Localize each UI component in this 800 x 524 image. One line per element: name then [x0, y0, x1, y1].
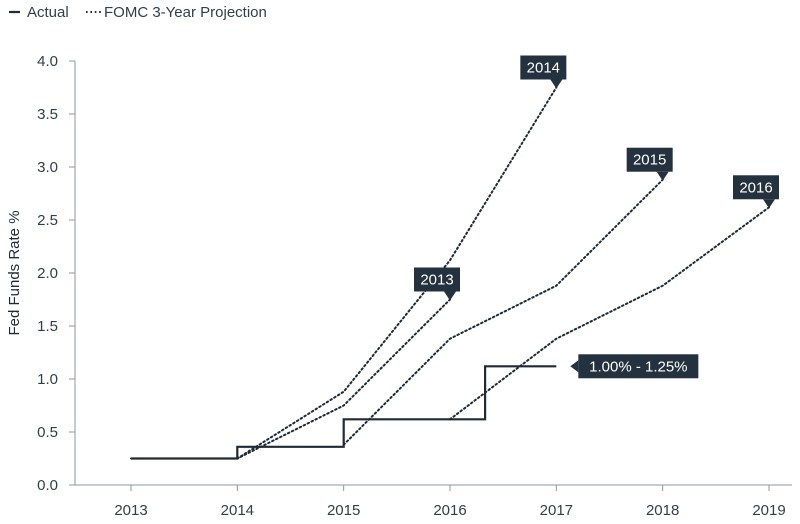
x-tick-label: 2016: [433, 502, 466, 519]
callout-label: 2014: [527, 60, 560, 77]
callout-box: [520, 55, 567, 80]
actual-annotation: 1.00% - 1.25%: [570, 354, 699, 379]
legend: Actual FOMC 3-Year Projection: [9, 4, 267, 21]
callout-2014: 2014: [520, 55, 567, 89]
y-tick-label: 1.0: [37, 371, 58, 388]
annotation-label: 1.00% - 1.25%: [589, 358, 687, 375]
x-tick-label: 2013: [114, 502, 147, 519]
y-axis-label: Fed Funds Rate %: [6, 210, 23, 335]
callout-pointer: [550, 79, 563, 89]
y-tick-label: 0.5: [37, 424, 58, 441]
annotation-box: [578, 354, 699, 379]
x-tick-label: 2017: [540, 502, 573, 519]
legend-actual-label: Actual: [27, 4, 69, 21]
callout-pointer: [444, 291, 456, 301]
y-tick-label: 4.0: [37, 53, 58, 70]
callout-label: 2013: [420, 272, 453, 289]
projection-line-2013: [130, 298, 451, 460]
legend-projection-label: FOMC 3-Year Projection: [104, 4, 267, 21]
y-tick-label: 0.0: [37, 477, 58, 494]
x-tick-label: 2018: [646, 502, 679, 519]
y-tick-label: 1.5: [37, 318, 58, 335]
callout-2016: 2016: [733, 175, 779, 209]
series: [130, 86, 770, 460]
x-tick-label: 2014: [221, 502, 254, 519]
x-tick-label: 2015: [327, 502, 360, 519]
y-tick-label: 2.5: [37, 212, 58, 229]
callout-label: 2015: [633, 152, 666, 169]
projection-line-2015: [342, 178, 664, 446]
callout-label: 2016: [739, 179, 772, 196]
x-ticks: 2013 2014 2015 2016 2017 2018 2019: [114, 485, 786, 519]
x-tick-label: 2019: [752, 502, 785, 519]
callout-box: [414, 267, 460, 292]
projection-line-2016: [449, 206, 770, 421]
y-tick-label: 3.5: [37, 106, 58, 123]
callouts: 2013 2014 2015 2016 1.00% - 1.25%: [414, 55, 779, 379]
callout-box: [626, 147, 673, 172]
callout-2013: 2013: [414, 267, 460, 301]
y-ticks: 0.0 0.5 1.0 1.5 2.0 2.5 3.0 3.5 4.0: [37, 53, 75, 494]
annotation-pointer: [570, 360, 579, 373]
callout-2015: 2015: [626, 147, 673, 181]
y-tick-label: 3.0: [37, 159, 58, 176]
actual-rate-line: [131, 365, 557, 460]
projection-line-2014: [236, 86, 558, 460]
callout-pointer: [656, 171, 669, 181]
callout-pointer: [763, 199, 775, 209]
y-tick-label: 2.0: [37, 265, 58, 282]
callout-box: [733, 175, 779, 200]
